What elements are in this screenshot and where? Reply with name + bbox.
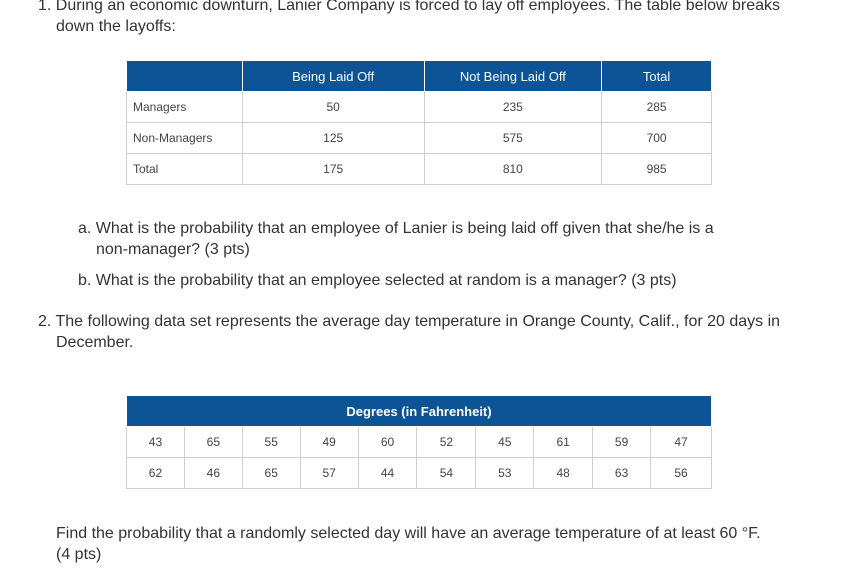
table-cell: 46 [183, 457, 243, 489]
table-cell: 700 [601, 122, 712, 154]
table-cell: 175 [241, 153, 425, 185]
q1-part-a-line2: non-manager? (3 pts) [96, 241, 250, 258]
temperature-table-header: Degrees (in Fahrenheit) [126, 395, 712, 427]
table-cell: 62 [126, 457, 185, 489]
layoff-table: Being Laid Off Not Being Laid Off Total … [126, 60, 712, 185]
layoff-header-empty [126, 60, 243, 92]
table-cell: 235 [423, 91, 603, 123]
table-cell: 810 [423, 153, 603, 185]
table-cell: 65 [183, 426, 243, 458]
layoff-header-total: Total [601, 60, 712, 92]
q2-text-line1: 2. The following data set represents the… [38, 313, 781, 330]
table-row: Total 175 810 985 [126, 153, 712, 185]
table-cell: 45 [475, 426, 535, 458]
table-cell: 575 [423, 122, 603, 154]
q2-find-line2: (4 pts) [56, 546, 102, 563]
table-cell: 65 [241, 457, 301, 489]
table-cell: 47 [650, 426, 712, 458]
table-row: 62 46 65 57 44 54 53 48 63 56 [126, 457, 712, 489]
row-label-non-managers: Non-Managers [126, 122, 243, 154]
table-cell: 54 [416, 457, 477, 489]
layoff-header-not-being-laid-off: Not Being Laid Off [423, 60, 603, 92]
table-cell: 55 [241, 426, 301, 458]
temperature-table-header-row: Degrees (in Fahrenheit) [126, 395, 712, 427]
q1-part-b: b. What is the probability that an emplo… [78, 272, 677, 289]
table-row: 43 65 55 49 60 52 45 61 59 47 [126, 426, 712, 458]
table-cell: 48 [533, 457, 594, 489]
row-label-managers: Managers [126, 91, 243, 123]
table-cell: 61 [533, 426, 594, 458]
table-cell: 59 [592, 426, 652, 458]
q1-text-line2: down the layoffs: [56, 18, 176, 35]
layoff-header-being-laid-off: Being Laid Off [241, 60, 425, 92]
table-cell: 60 [357, 426, 418, 458]
table-cell: 57 [299, 457, 359, 489]
table-cell: 285 [601, 91, 712, 123]
table-row: Non-Managers 125 575 700 [126, 122, 712, 154]
table-cell: 56 [650, 457, 712, 489]
temperature-table: Degrees (in Fahrenheit) 43 65 55 49 60 5… [126, 395, 712, 489]
table-cell: 50 [241, 91, 425, 123]
table-cell: 44 [357, 457, 418, 489]
table-cell: 43 [126, 426, 185, 458]
table-row: Managers 50 235 285 [126, 91, 712, 123]
table-cell: 63 [592, 457, 652, 489]
q2-text-line2: December. [56, 334, 134, 351]
table-cell: 52 [416, 426, 477, 458]
row-label-total: Total [126, 153, 243, 185]
q2-find-line1: Find the probability that a randomly sel… [56, 525, 761, 542]
q1-part-a-line1: a. What is the probability that an emplo… [78, 220, 714, 237]
table-cell: 125 [241, 122, 425, 154]
q1-text-line1: 1. During an economic downturn, Lanier C… [38, 0, 781, 14]
table-cell: 985 [601, 153, 712, 185]
table-cell: 49 [299, 426, 359, 458]
layoff-table-header-row: Being Laid Off Not Being Laid Off Total [126, 60, 712, 92]
table-cell: 53 [475, 457, 535, 489]
